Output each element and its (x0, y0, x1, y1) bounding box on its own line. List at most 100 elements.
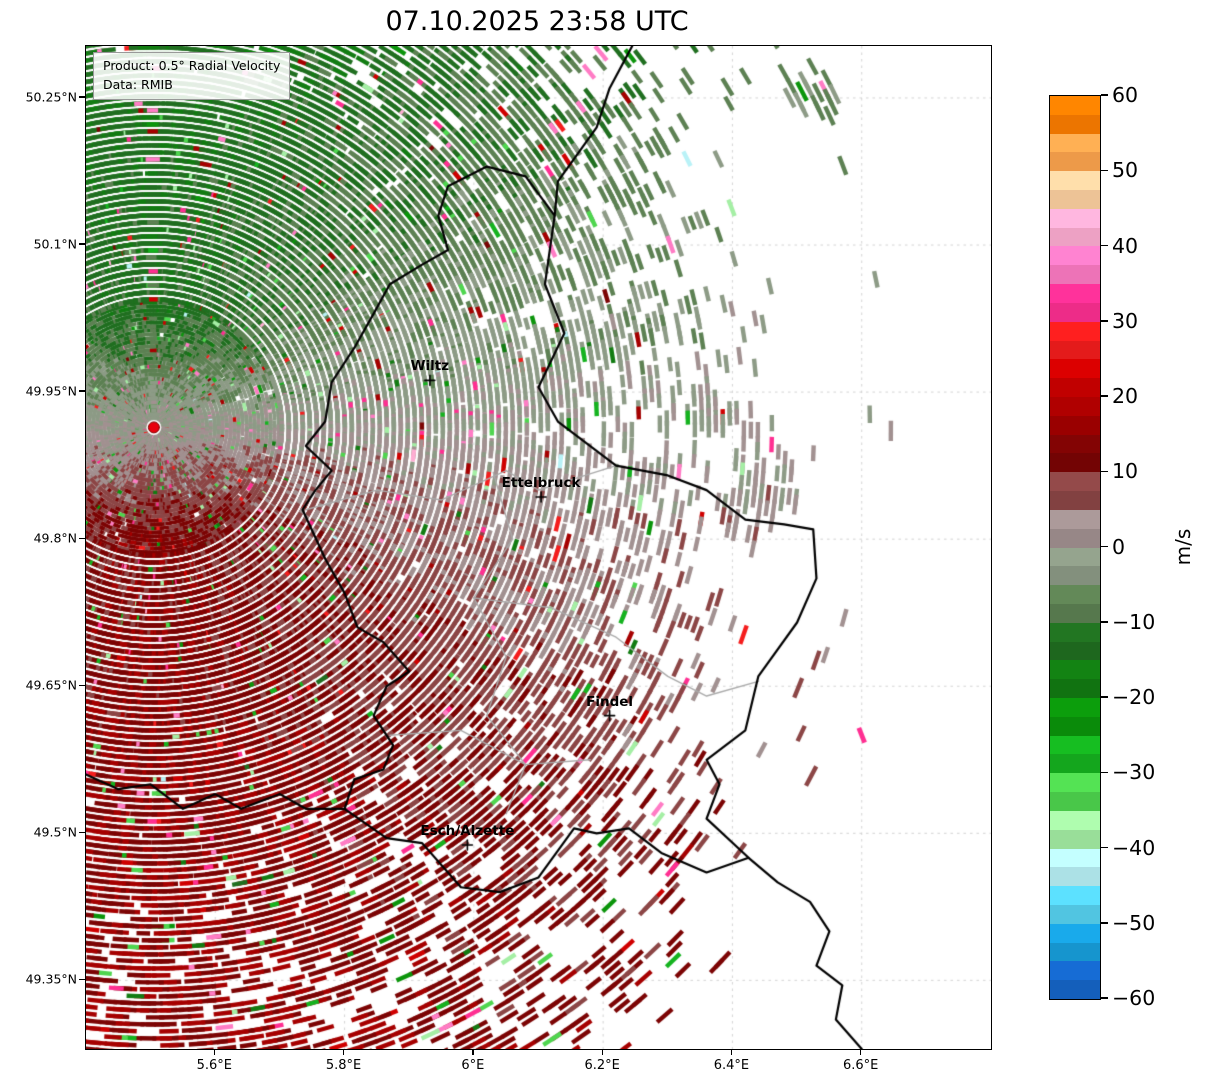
colorbar-stripe (1050, 603, 1100, 624)
colorbar-stripe (1050, 980, 1100, 999)
colorbar-tick-label: −20 (1112, 685, 1156, 709)
colorbar-stripe (1050, 359, 1100, 379)
colorbar-stripe (1050, 961, 1100, 981)
colorbar-stripe (1050, 415, 1100, 436)
chart-title: 07.10.2025 23:58 UTC (385, 6, 689, 37)
colorbar-stripe (1050, 472, 1100, 492)
colorbar-stripe (1050, 829, 1100, 849)
colorbar-stripe (1050, 265, 1100, 285)
y-axis-tick-label: 50.1°N (33, 236, 77, 252)
city-label: Findel (586, 693, 634, 710)
colorbar-tick-label: 0 (1112, 534, 1126, 559)
y-axis-tick-label: 49.95°N (25, 383, 77, 399)
colorbar-stripe (1050, 867, 1100, 887)
colorbar-stripe (1050, 585, 1100, 605)
colorbar-tick-mark (1101, 846, 1108, 849)
colorbar-stripe (1050, 660, 1100, 680)
x-axis-tick-label: 6°E (461, 1058, 485, 1073)
colorbar-stripe (1050, 171, 1100, 191)
colorbar-stripe (1050, 396, 1100, 417)
colorbar-tick-label: −60 (1112, 986, 1156, 1010)
x-axis-tick-mark (860, 1049, 862, 1056)
colorbar-stripe (1050, 528, 1100, 548)
y-axis-tick-mark (79, 978, 85, 981)
plot-area: Product: 0.5° Radial Velocity Data: RMIB… (85, 45, 992, 1050)
city-label: Esch/Alzette (420, 823, 515, 840)
colorbar-stripe (1050, 491, 1100, 511)
colorbar (1049, 95, 1101, 1000)
colorbar-stripe (1050, 622, 1100, 642)
colorbar-stripe (1050, 716, 1100, 737)
product-line: Product: 0.5° Radial Velocity (103, 58, 281, 73)
colorbar-stripe (1050, 904, 1100, 925)
y-axis-tick-label: 50.25°N (25, 89, 77, 105)
colorbar-stripe (1050, 340, 1100, 360)
colorbar-tick-mark (1101, 320, 1108, 322)
y-axis-tick-mark (79, 243, 85, 245)
x-axis-tick-label: 5.6°E (196, 1058, 232, 1073)
colorbar-tick-label: −40 (1112, 835, 1156, 860)
colorbar-stripe (1050, 453, 1100, 473)
colorbar-tick-label: 60 (1112, 83, 1139, 107)
x-axis-tick-mark (601, 1049, 603, 1056)
colorbar-stripe (1050, 190, 1100, 210)
colorbar-stripe (1050, 321, 1100, 341)
colorbar-stripe (1050, 133, 1100, 153)
colorbar-stripe (1050, 923, 1100, 943)
colorbar-stripe (1050, 810, 1100, 831)
y-axis-tick-mark (79, 96, 85, 98)
colorbar-stripe (1050, 792, 1100, 812)
colorbar-tick-label: −30 (1112, 760, 1156, 785)
x-axis-tick-label: 5.8°E (325, 1058, 362, 1073)
y-axis-tick-mark (79, 684, 85, 686)
data-source-line: Data: RMIB (103, 76, 173, 92)
colorbar-stripe (1050, 227, 1100, 247)
radar-velocity-canvas (86, 46, 991, 1049)
colorbar-stripe (1050, 886, 1100, 906)
x-axis-tick-label: 6.4°E (713, 1058, 750, 1073)
colorbar-stripe (1050, 754, 1100, 774)
colorbar-stripe (1050, 302, 1100, 323)
colorbar-stripe (1050, 114, 1100, 135)
y-axis-tick-label: 49.5°N (33, 824, 77, 840)
colorbar-stripe (1050, 208, 1100, 229)
x-axis-tick-mark (472, 1049, 474, 1056)
colorbar-stripe (1050, 848, 1100, 868)
colorbar-tick-mark (1101, 545, 1108, 548)
colorbar-stripe (1050, 434, 1100, 454)
colorbar-unit-label: m/s (1171, 528, 1195, 565)
colorbar-tick-mark (1101, 395, 1108, 397)
y-axis-tick-mark (79, 537, 85, 539)
y-axis-tick-label: 49.35°N (25, 971, 77, 987)
colorbar-stripe (1050, 942, 1100, 962)
x-axis-tick-label: 6.2°E (584, 1058, 620, 1073)
y-axis-tick-label: 49.65°N (25, 677, 77, 693)
colorbar-stripe (1050, 641, 1100, 661)
colorbar-tick-mark (1101, 470, 1108, 472)
colorbar-stripe (1050, 697, 1100, 718)
colorbar-tick-label: −50 (1112, 910, 1156, 935)
product-info-box: Product: 0.5° Radial Velocity Data: RMIB (93, 52, 291, 100)
colorbar-tick-mark (1101, 696, 1108, 698)
y-axis-tick-label: 49.8°N (33, 530, 77, 546)
colorbar-stripe (1050, 735, 1100, 755)
colorbar-tick-mark (1101, 621, 1108, 623)
colorbar-tick-mark (1101, 997, 1108, 999)
colorbar-tick-label: 20 (1112, 384, 1139, 408)
y-axis-tick-mark (79, 390, 85, 392)
colorbar-stripe (1050, 547, 1100, 567)
colorbar-tick-mark (1101, 771, 1108, 773)
colorbar-stripe (1050, 509, 1100, 530)
colorbar-tick-mark (1101, 169, 1108, 171)
colorbar-stripe (1050, 679, 1100, 699)
x-axis-tick-mark (342, 1049, 345, 1056)
colorbar-tick-mark (1101, 922, 1108, 924)
colorbar-tick-label: 30 (1112, 308, 1139, 333)
x-axis-tick-mark (213, 1049, 215, 1056)
city-label: Wiltz (410, 358, 450, 375)
colorbar-stripe (1050, 378, 1100, 398)
colorbar-tick-mark (1101, 244, 1108, 247)
colorbar-tick-label: 10 (1112, 459, 1139, 484)
x-axis-tick-label: 6.6°E (843, 1058, 879, 1073)
